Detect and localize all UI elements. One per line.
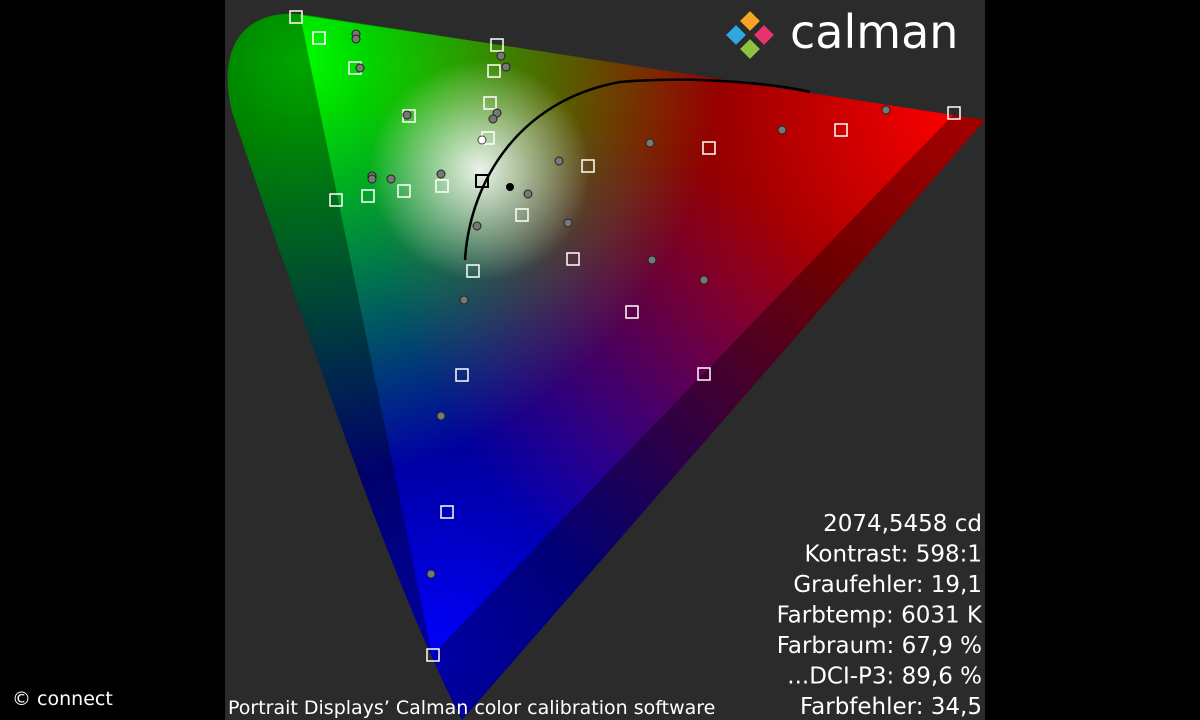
measured-dot	[496, 51, 506, 61]
measured-dot	[563, 218, 573, 228]
stat-line: Farbraum: 67,9 %	[777, 633, 982, 659]
target-square	[834, 123, 848, 137]
measured-dot	[472, 221, 482, 231]
target-square	[566, 252, 580, 266]
stats: 2074,5458 cd Kontrast: 598:1 Graufehler: 1…	[777, 511, 983, 720]
copyright: © connect	[12, 688, 113, 710]
target-square	[697, 367, 711, 381]
target-square	[455, 368, 469, 382]
stat-line: Kontrast: 598:1	[805, 542, 983, 568]
white-measured	[506, 183, 514, 191]
measured-dot	[436, 411, 446, 421]
measured-dot	[501, 62, 511, 72]
measured-dot	[459, 295, 469, 305]
target-square	[289, 10, 303, 24]
measured-dot	[386, 174, 396, 184]
measured-dot	[488, 114, 498, 124]
measured-dot	[355, 63, 365, 73]
target-square	[440, 505, 454, 519]
measured-dot	[426, 569, 436, 579]
caption: Portrait Displays’ Calman color calibrat…	[228, 697, 715, 719]
measured-dot	[523, 189, 533, 199]
target-square	[515, 208, 529, 222]
target-square	[466, 264, 480, 278]
planck-curve	[463, 78, 811, 261]
measured-dot	[554, 156, 564, 166]
stat-line: Farbtemp: 6031 K	[777, 603, 983, 629]
target-square	[435, 179, 449, 193]
stat-line: ...DCI-P3: 89,6 %	[787, 664, 982, 690]
target-square	[312, 31, 326, 45]
target-square	[490, 38, 504, 52]
stat-line: 2074,5458 cd	[823, 511, 982, 537]
measured-dot	[645, 138, 655, 148]
measured-dot	[436, 169, 446, 179]
white-target	[475, 174, 489, 188]
target-square	[947, 106, 961, 120]
measured-dot	[477, 135, 487, 145]
stat-line: Graufehler: 19,1	[793, 572, 982, 598]
target-square	[483, 96, 497, 110]
measured-dot	[647, 255, 657, 265]
target-square	[625, 305, 639, 319]
measured-dot	[881, 105, 891, 115]
target-square	[397, 184, 411, 198]
measured-dot	[777, 125, 787, 135]
target-square	[581, 159, 595, 173]
target-square	[361, 189, 375, 203]
target-square	[487, 64, 501, 78]
measured-dot	[402, 110, 412, 120]
logo-text: calman	[790, 5, 958, 59]
target-square	[426, 648, 440, 662]
measured-dot	[351, 34, 361, 44]
target-square	[702, 141, 716, 155]
stat-line: Farbfehler: 34,5	[800, 694, 982, 720]
measured-dot	[699, 275, 709, 285]
measured-dot	[367, 174, 377, 184]
target-square	[329, 193, 343, 207]
measurements	[289, 10, 961, 662]
